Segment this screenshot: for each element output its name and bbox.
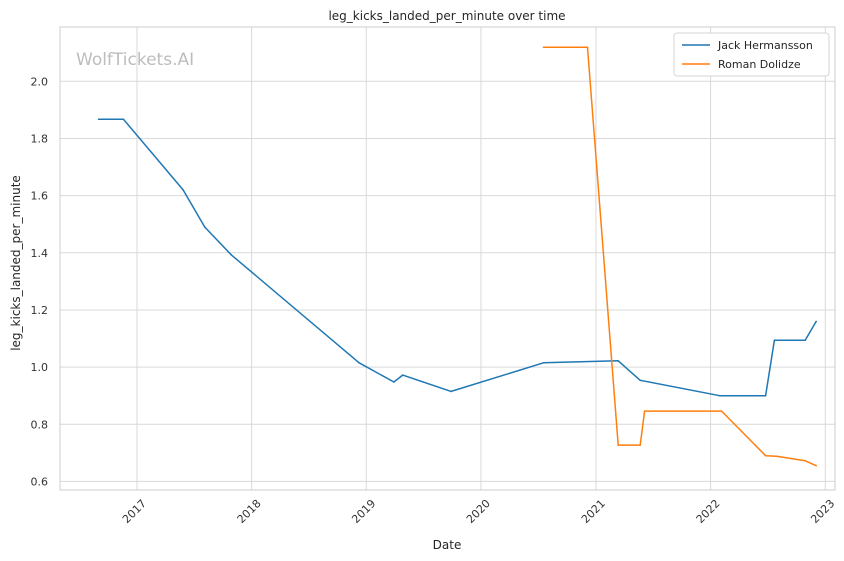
data-point-jack-hermansson bbox=[204, 226, 206, 228]
data-point-jack-hermansson bbox=[393, 381, 395, 383]
data-point-roman-dolidze bbox=[815, 464, 817, 467]
x-tick-label: 2019 bbox=[349, 497, 378, 526]
data-point-roman-dolidze bbox=[804, 460, 806, 462]
legend-box bbox=[673, 32, 830, 77]
data-point-roman-dolidze bbox=[639, 444, 641, 446]
y-tick-label: 1.8 bbox=[31, 132, 49, 145]
data-point-jack-hermansson bbox=[358, 362, 360, 364]
data-point-roman-dolidze bbox=[617, 444, 619, 446]
y-axis-label: leg_kicks_landed_per_minute bbox=[9, 175, 23, 351]
data-point-jack-hermansson bbox=[542, 362, 545, 364]
data-point-jack-hermansson bbox=[401, 374, 404, 376]
series-line-roman-dolidze bbox=[543, 46, 817, 467]
data-point-jack-hermansson bbox=[639, 379, 641, 382]
series-layer bbox=[97, 46, 817, 467]
x-tick-label: 2021 bbox=[579, 497, 608, 526]
x-tick-label: 2017 bbox=[120, 497, 149, 526]
x-tick-label: 2018 bbox=[235, 497, 264, 526]
x-axis-label: Date bbox=[433, 538, 462, 552]
y-tick-label: 1.6 bbox=[31, 190, 49, 203]
legend-label-roman-dolidze: Roman Dolidze bbox=[718, 58, 801, 71]
data-point-jack-hermansson bbox=[230, 254, 232, 256]
x-tick-label: 2020 bbox=[464, 497, 493, 526]
legend-label-jack-hermansson: Jack Hermansson bbox=[717, 39, 813, 52]
data-point-roman-dolidze bbox=[775, 455, 778, 458]
grid-lines bbox=[60, 27, 835, 490]
data-point-roman-dolidze bbox=[643, 410, 646, 412]
data-point-roman-dolidze bbox=[764, 454, 767, 457]
data-point-jack-hermansson bbox=[815, 320, 817, 323]
data-point-jack-hermansson bbox=[804, 339, 806, 342]
x-tick-labels: 2017 2018 2019 2020 2021 2022 2023 bbox=[120, 497, 837, 526]
plot-background bbox=[60, 27, 835, 490]
data-point-jack-hermansson bbox=[450, 390, 452, 393]
y-tick-label: 0.8 bbox=[31, 418, 49, 431]
y-tick-label: 2.0 bbox=[31, 75, 49, 88]
x-tick-label: 2022 bbox=[694, 497, 723, 526]
data-point-jack-hermansson bbox=[773, 339, 776, 342]
y-tick-label: 0.6 bbox=[31, 475, 49, 488]
data-point-roman-dolidze bbox=[720, 410, 723, 412]
y-tick-label: 1.0 bbox=[31, 361, 49, 374]
y-tick-labels: 0.6 0.8 1.0 1.2 1.4 1.6 1.8 2.0 bbox=[31, 75, 49, 488]
y-tick-label: 1.4 bbox=[31, 247, 49, 260]
watermark-text: WolfTickets.AI bbox=[76, 50, 194, 70]
data-point-roman-dolidze bbox=[542, 46, 545, 49]
plot-frame bbox=[59, 26, 836, 491]
data-point-jack-hermansson bbox=[764, 394, 767, 397]
y-tick-label: 1.2 bbox=[31, 304, 49, 317]
legend: Jack Hermansson Roman Dolidze bbox=[673, 32, 830, 77]
data-point-roman-dolidze bbox=[586, 46, 589, 49]
data-point-jack-hermansson bbox=[182, 189, 184, 191]
data-point-jack-hermansson bbox=[718, 394, 721, 397]
data-point-jack-hermansson bbox=[617, 360, 619, 362]
data-point-jack-hermansson bbox=[122, 118, 125, 121]
data-point-jack-hermansson bbox=[97, 118, 100, 121]
chart-title: leg_kicks_landed_per_minute over time bbox=[328, 9, 565, 23]
x-tick-label: 2023 bbox=[808, 497, 837, 526]
